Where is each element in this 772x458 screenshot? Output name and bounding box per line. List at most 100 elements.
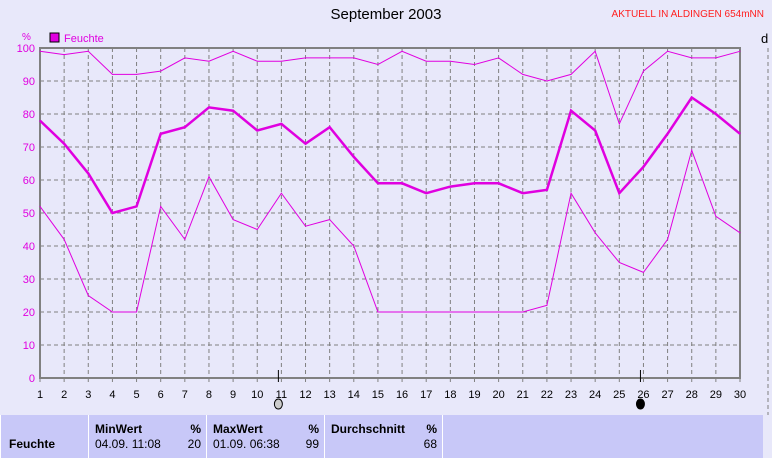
x-tick-label: 5: [133, 389, 139, 401]
data-point: [473, 182, 475, 184]
data-point: [111, 212, 113, 214]
data-point: [280, 60, 282, 62]
max-value: 99: [305, 437, 319, 451]
data-point: [256, 229, 258, 230]
data-point: [111, 311, 113, 313]
max-header: MaxWert: [213, 422, 263, 436]
x-tick-label: 2: [61, 389, 67, 401]
new-moon-icon: [635, 398, 645, 410]
chart-title: September 2003: [330, 6, 442, 23]
data-point: [522, 73, 524, 75]
data-point: [305, 225, 307, 227]
y-tick-label: 30: [23, 274, 35, 286]
station-label: AKTUELL IN ALDINGEN 654mNN: [611, 9, 764, 20]
data-point: [667, 50, 669, 52]
legend-label: Feuchte: [64, 33, 104, 45]
data-point: [449, 60, 451, 62]
y-tick-label: 80: [23, 109, 35, 121]
data-point: [522, 192, 524, 194]
data-point: [232, 50, 234, 52]
data-point: [208, 106, 210, 108]
data-point: [232, 219, 234, 221]
data-point: [184, 126, 186, 128]
data-point: [39, 50, 41, 52]
y-tick-label: 50: [23, 208, 35, 220]
x-tick-label: 24: [589, 389, 601, 401]
data-point: [401, 311, 403, 313]
data-point: [473, 311, 475, 313]
data-point: [353, 156, 355, 158]
data-point: [739, 133, 741, 135]
data-point: [136, 311, 138, 313]
data-point: [594, 50, 596, 52]
x-tick-label: 21: [517, 389, 529, 401]
stats-row-label: Feuchte: [9, 437, 56, 451]
y-tick-label: 90: [23, 76, 35, 88]
max-time: 01.09. 06:38: [213, 437, 280, 451]
data-point: [618, 262, 620, 263]
avg-cell: Durchschnitt % 68: [324, 415, 443, 458]
data-point: [184, 57, 186, 59]
data-point: [618, 123, 620, 125]
data-point: [498, 182, 500, 184]
data-point: [160, 205, 162, 207]
x-tick-label: 11: [276, 389, 287, 401]
data-point: [498, 57, 500, 59]
data-point: [136, 205, 138, 207]
data-point: [136, 73, 138, 75]
data-point: [63, 238, 65, 240]
data-point: [87, 295, 89, 296]
x-tick-label: 25: [613, 389, 625, 401]
data-point: [570, 110, 572, 112]
data-point: [208, 60, 210, 62]
data-point: [546, 189, 548, 191]
data-point: [401, 182, 403, 184]
max-unit: %: [308, 422, 319, 436]
data-point: [39, 120, 41, 122]
right-axis-label: d: [761, 31, 769, 46]
min-unit: %: [190, 422, 201, 436]
data-point: [594, 232, 596, 234]
data-point: [329, 57, 331, 59]
y-tick-label: 70: [23, 142, 35, 154]
empty-cell: [442, 415, 763, 458]
data-point: [63, 143, 65, 145]
data-point: [449, 311, 451, 313]
x-tick-label: 12: [299, 389, 311, 401]
stats-row-label-cell: Feuchte: [0, 415, 89, 458]
data-point: [353, 57, 355, 59]
data-point: [329, 219, 331, 221]
data-point: [642, 166, 644, 168]
x-tick-label: 30: [734, 389, 746, 401]
x-tick-label: 27: [661, 389, 673, 401]
data-point: [715, 113, 717, 115]
data-point: [280, 192, 282, 194]
data-point: [715, 57, 717, 59]
data-point: [667, 133, 669, 135]
avg-header: Durchschnitt: [331, 422, 406, 436]
data-point: [63, 54, 65, 56]
y-axis-label: %: [22, 32, 31, 43]
y-tick-label: 40: [23, 241, 35, 253]
y-tick-label: 10: [23, 340, 35, 352]
x-tick-label: 6: [158, 389, 164, 401]
x-tick-label: 13: [324, 389, 336, 401]
data-point: [522, 311, 524, 313]
min-time: 04.09. 11:08: [95, 437, 161, 451]
x-tick-label: 9: [230, 389, 236, 401]
avg-unit: %: [426, 422, 437, 436]
data-point: [111, 73, 113, 75]
data-point: [691, 97, 693, 98]
data-point: [739, 50, 741, 52]
data-point: [691, 57, 693, 59]
legend-swatch: [49, 32, 60, 43]
x-tick-label: 10: [251, 389, 263, 401]
data-point: [715, 215, 717, 217]
data-point: [449, 186, 451, 188]
full-moon-icon: [273, 398, 283, 410]
x-tick-label: 22: [541, 389, 553, 401]
data-point: [87, 172, 89, 174]
x-tick-label: 15: [372, 389, 384, 401]
data-point: [353, 245, 355, 247]
